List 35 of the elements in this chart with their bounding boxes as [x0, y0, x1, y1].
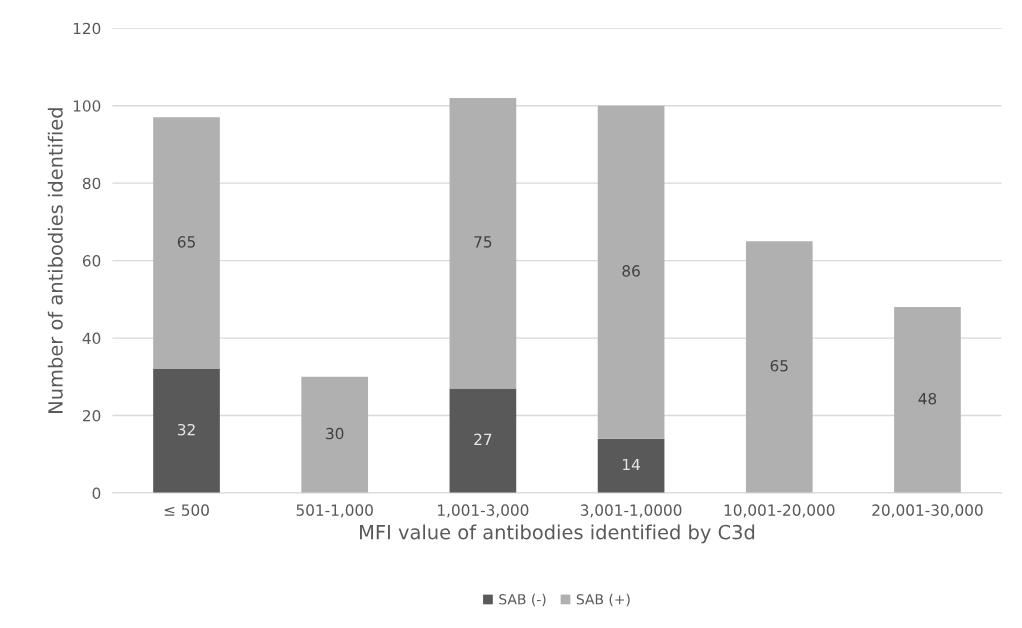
y-tick-label: 20 — [82, 409, 101, 422]
data-label: 27 — [474, 433, 492, 445]
bar — [153, 369, 220, 493]
bar — [449, 388, 517, 493]
data-label: 30 — [326, 427, 344, 440]
y-axis-title: Number of antibodies identified — [47, 108, 63, 413]
bar — [301, 376, 369, 493]
data-label: 75 — [474, 236, 492, 248]
y-tick-label: 0 — [92, 487, 101, 499]
y-tick-label: 120 — [73, 22, 101, 35]
bar — [894, 307, 961, 493]
x-tick-label: 1,001-3,000 — [438, 504, 529, 518]
x-tick-label: 10,001-20,000 — [724, 504, 835, 518]
y-tick-label: 40 — [82, 332, 101, 345]
data-label: 65 — [177, 236, 195, 248]
data-label: 14 — [623, 458, 640, 471]
bar — [597, 438, 665, 493]
y-tick-label: 80 — [82, 177, 101, 190]
data-label: 86 — [622, 265, 640, 277]
legend-label: SAB (+) — [576, 593, 630, 607]
data-label: 65 — [770, 360, 788, 372]
x-axis-title: MFI value of antibodies identified by C3d — [360, 524, 755, 544]
bar — [597, 105, 665, 439]
x-tick-label: ≤ 500 — [164, 504, 209, 516]
x-tick-label: 501-1,000 — [296, 504, 373, 518]
y-tick-label: 100 — [73, 100, 101, 112]
x-tick-label: 20,001-30,000 — [872, 504, 983, 518]
bar — [449, 97, 517, 389]
x-tick-label: 3,001-1,0000 — [580, 504, 682, 518]
y-tick-label: 60 — [82, 255, 101, 267]
bar — [153, 117, 220, 370]
data-label: 32 — [177, 423, 195, 436]
legend-label: SAB (-) — [499, 593, 546, 607]
bar — [745, 241, 813, 493]
data-label: 48 — [918, 392, 937, 405]
